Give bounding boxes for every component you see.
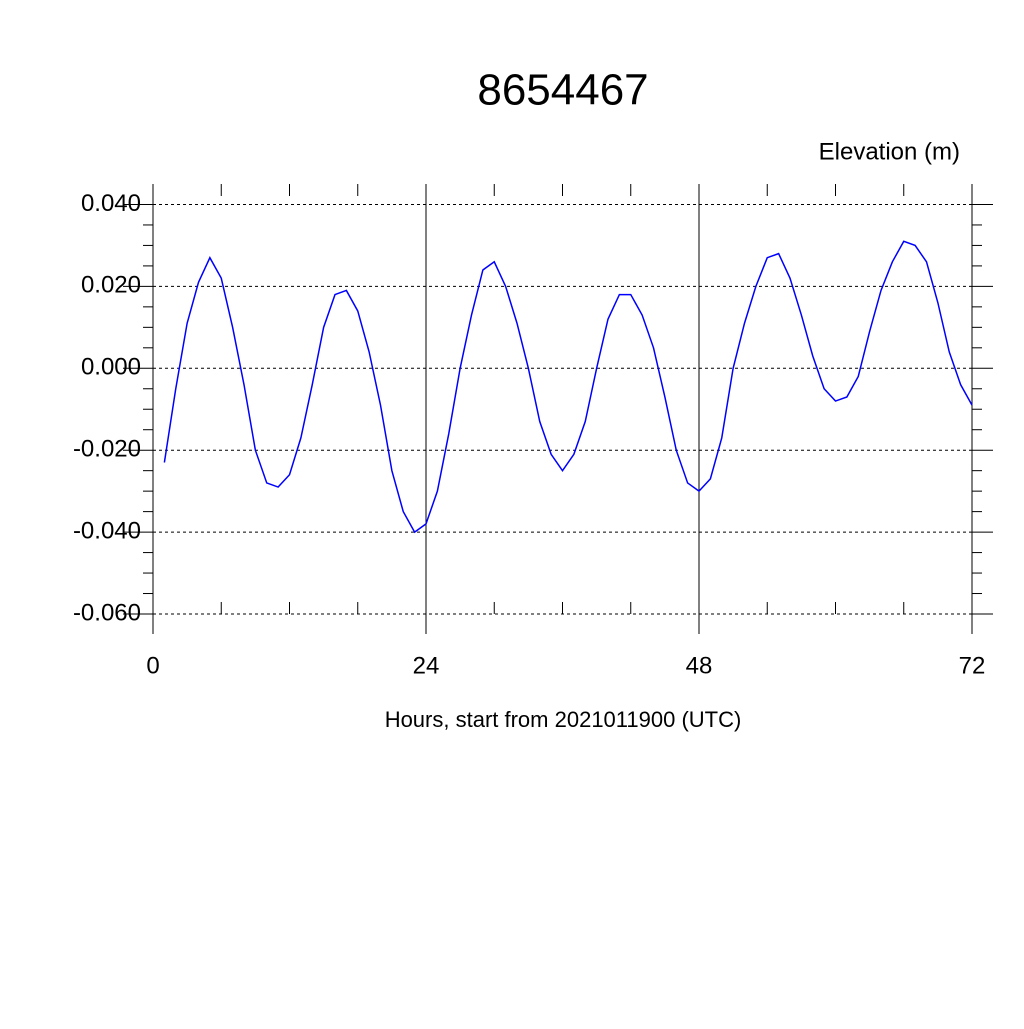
x-tick-label: 0 [146,652,159,679]
data-line [163,240,973,534]
x-tick-label: 48 [686,652,713,679]
y-tick-label: 0.020 [81,272,141,299]
x-tick-label: 72 [959,652,986,679]
y-tick-label: 0.040 [81,190,141,217]
y-axis-label: Elevation (m) [819,138,960,165]
chart-title: 8654467 [477,66,648,115]
y-tick-label: -0.040 [73,517,141,544]
y-tick-label: -0.060 [73,599,141,626]
x-axis-label: Hours, start from 2021011900 (UTC) [385,707,742,732]
y-tick-label: 0.000 [81,354,141,381]
x-tick-label: 24 [413,652,440,679]
y-tick-label: -0.020 [73,436,141,463]
